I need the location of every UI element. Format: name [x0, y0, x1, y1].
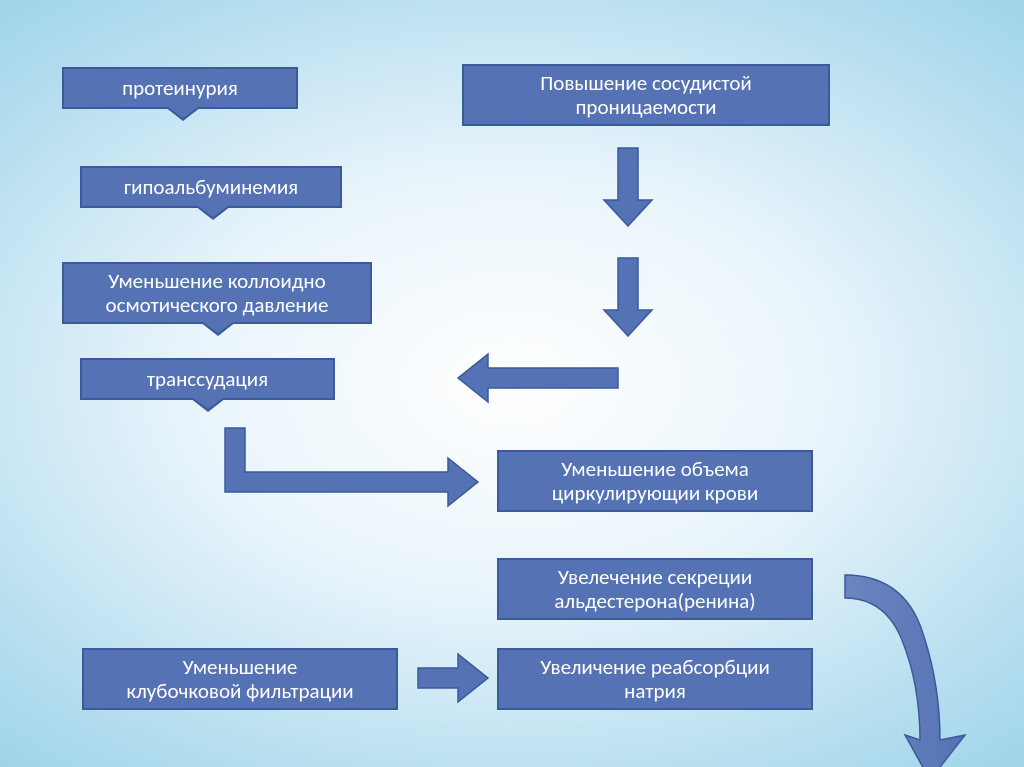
node-tab-tail-inner [168, 107, 198, 118]
node-aldosterone: Увелечение секреции альдестерона(ренина) [497, 558, 813, 620]
node-proteinuria: протеинурия [62, 67, 298, 109]
node-hypoalbuminemia: гипоальбуминемия [80, 166, 342, 208]
node-label: транссудация [147, 367, 268, 391]
node-label: Уменьшение клубочковой фильтрации [126, 655, 353, 703]
node-glomerular-filtration: Уменьшение клубочковой фильтрации [82, 648, 398, 710]
node-sodium-reabsorption: Увеличение реабсорбции натрия [497, 648, 813, 710]
node-label: Уменьшение объема циркулирующии крови [552, 457, 758, 505]
node-tab-tail-inner [203, 322, 233, 333]
node-label: Увеличение реабсорбции натрия [540, 655, 770, 703]
node-label: Повышение сосудистой проницаемости [540, 71, 752, 119]
node-blood-volume: Уменьшение объема циркулирующии крови [497, 450, 813, 512]
node-tab-tail-inner [198, 206, 228, 217]
node-label: Увелечение секреции альдестерона(ренина) [554, 565, 755, 613]
node-colloid-osmotic: Уменьшение коллоидно осмотического давле… [62, 262, 372, 324]
node-label: гипоальбуминемия [124, 175, 298, 199]
node-vascular-permeability: Повышение сосудистой проницаемости [462, 64, 830, 126]
node-tab-tail-inner [193, 398, 223, 409]
node-label: протеинурия [122, 76, 238, 100]
node-label: Уменьшение коллоидно осмотического давле… [106, 269, 329, 317]
node-transudation: транссудация [80, 358, 335, 400]
